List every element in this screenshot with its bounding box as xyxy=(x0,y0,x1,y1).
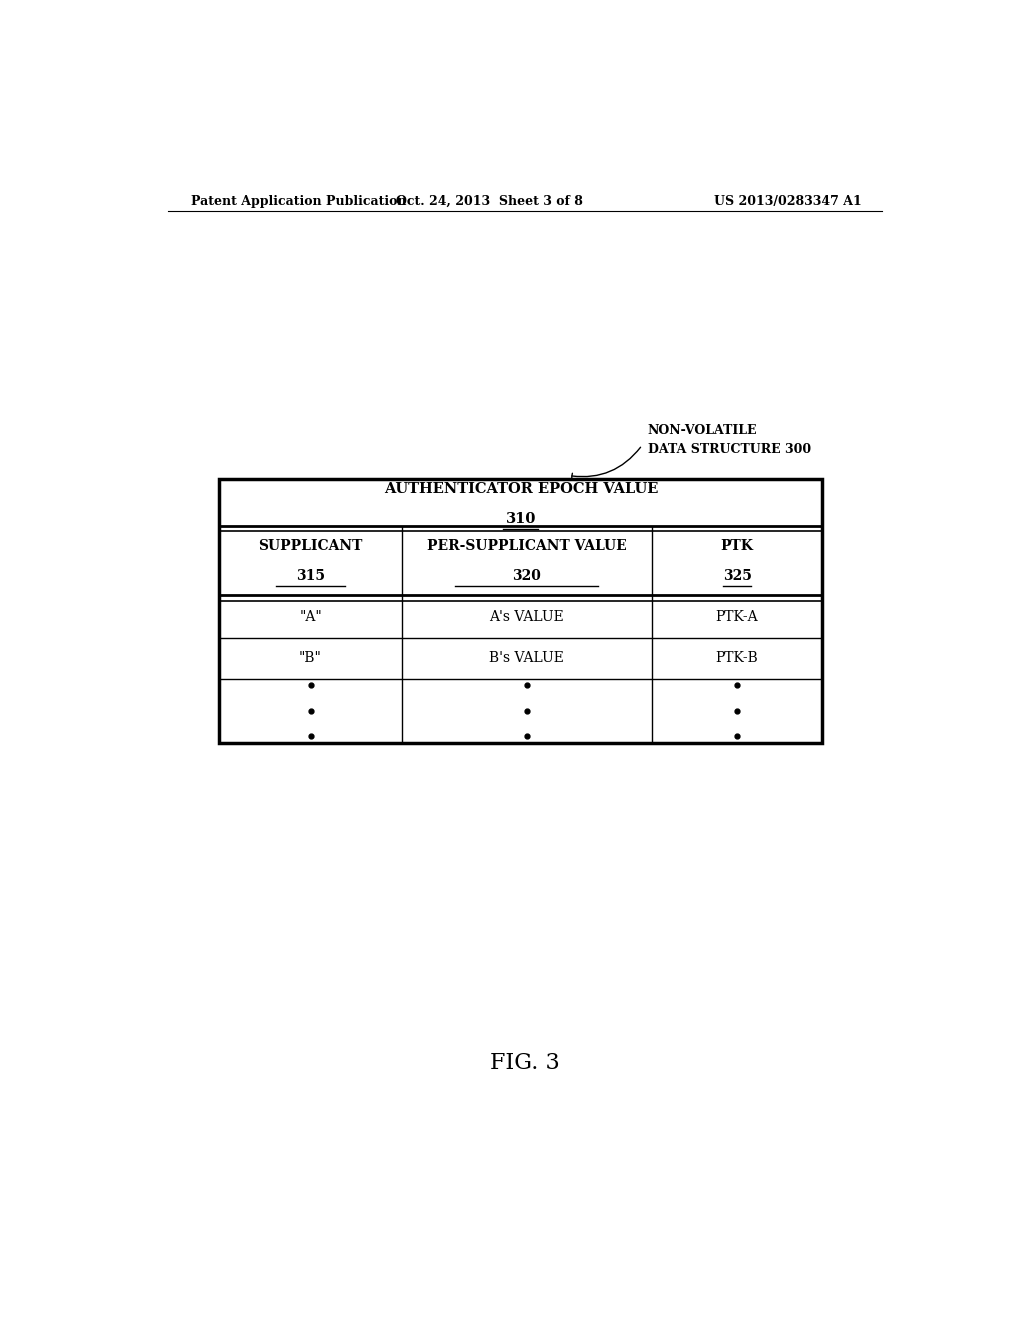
Text: SUPPLICANT: SUPPLICANT xyxy=(258,539,362,553)
Text: "B": "B" xyxy=(299,652,322,665)
Text: Oct. 24, 2013  Sheet 3 of 8: Oct. 24, 2013 Sheet 3 of 8 xyxy=(395,194,583,207)
Bar xyxy=(219,479,822,743)
Text: 325: 325 xyxy=(723,569,752,583)
Text: NON-VOLATILE: NON-VOLATILE xyxy=(648,424,758,437)
Text: PER-SUPPLICANT VALUE: PER-SUPPLICANT VALUE xyxy=(427,539,627,553)
Text: 320: 320 xyxy=(512,569,542,583)
Text: B's VALUE: B's VALUE xyxy=(489,652,564,665)
Text: A's VALUE: A's VALUE xyxy=(489,610,564,624)
Text: US 2013/0283347 A1: US 2013/0283347 A1 xyxy=(715,194,862,207)
Text: "A": "A" xyxy=(299,610,322,624)
Text: DATA STRUCTURE 300: DATA STRUCTURE 300 xyxy=(648,442,811,455)
Text: Patent Application Publication: Patent Application Publication xyxy=(191,194,407,207)
Text: PTK-B: PTK-B xyxy=(716,652,759,665)
Text: FIG. 3: FIG. 3 xyxy=(489,1052,560,1074)
Text: PTK-A: PTK-A xyxy=(716,610,759,624)
Text: AUTHENTICATOR EPOCH VALUE: AUTHENTICATOR EPOCH VALUE xyxy=(384,482,658,496)
Text: 315: 315 xyxy=(296,569,325,583)
Text: PTK: PTK xyxy=(721,539,754,553)
Text: 310: 310 xyxy=(506,512,536,525)
